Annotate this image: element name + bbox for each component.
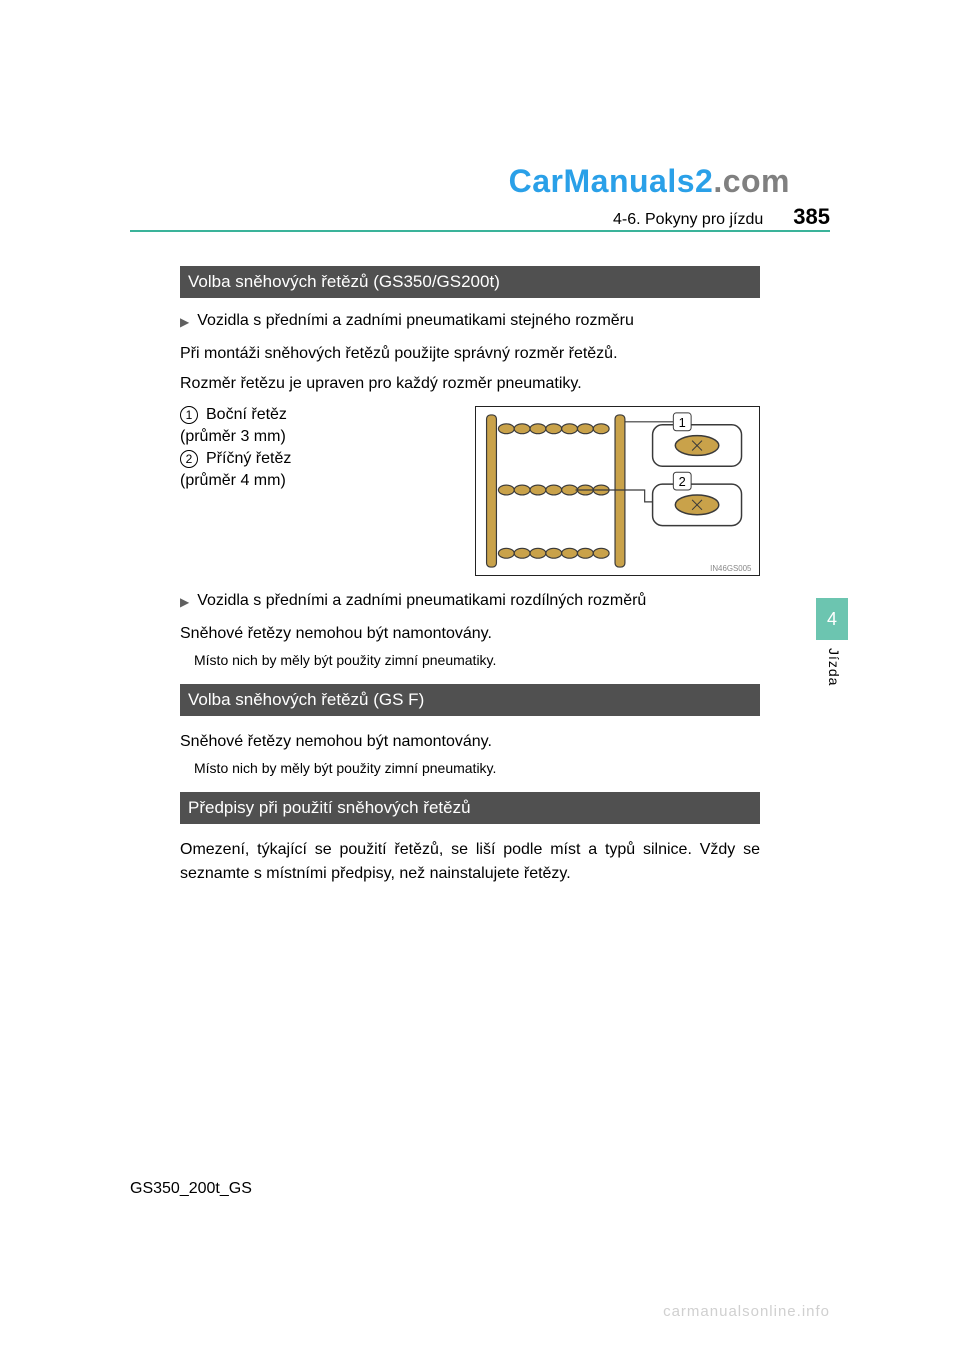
- chain-diagram: 1 2 IN46GS005: [475, 406, 760, 576]
- para-1: Při montáži sněhových řetězů použijte sp…: [180, 342, 760, 366]
- list-item-2-sub: (průměr 4 mm): [180, 472, 457, 490]
- page-header: 4-6. Pokyny pro jízdu 385: [180, 204, 830, 230]
- para-5: Omezení, týkající se použití řetězů, se …: [180, 838, 760, 886]
- bullet-1: ▶ Vozidla s předními a zadními pneumatik…: [180, 312, 760, 332]
- note-1: Místo nich by měly být použity zimní pne…: [194, 652, 760, 668]
- list-item-2: 2 Příčný řetěz: [180, 450, 457, 468]
- triangle-icon: ▶: [180, 592, 189, 612]
- watermark-part1: CarManuals2: [509, 163, 714, 199]
- para-3: Sněhové řetězy nemohou být namontovány.: [180, 622, 760, 646]
- para-2: Rozměr řetězu je upraven pro každý rozmě…: [180, 372, 760, 396]
- note-2: Místo nich by měly být použity zimní pne…: [194, 760, 760, 776]
- triangle-icon: ▶: [180, 312, 189, 332]
- bullet-1-text: Vozidla s předními a zadními pneumatikam…: [197, 312, 634, 330]
- section-label: 4-6. Pokyny pro jízdu: [613, 211, 763, 229]
- list-item-1: 1 Boční řetěz: [180, 406, 457, 424]
- circled-2-icon: 2: [180, 450, 198, 468]
- content-area: Volba sněhových řetězů (GS350/GS200t) ▶ …: [180, 250, 760, 892]
- watermark-top: CarManuals2.com: [509, 163, 790, 200]
- circled-1-icon: 1: [180, 406, 198, 424]
- list-item-2-label: Příčný řetěz: [206, 450, 291, 468]
- numbered-list: 1 Boční řetěz (průměr 3 mm) 2 Příčný řet…: [180, 406, 457, 576]
- bullet-2-text: Vozidla s předními a zadními pneumatikam…: [197, 592, 646, 610]
- diagram-code: IN46GS005: [710, 564, 752, 573]
- header-rule: [130, 230, 830, 232]
- section-title-1: Volba sněhových řetězů (GS350/GS200t): [180, 266, 760, 298]
- chapter-label: Jízda: [826, 648, 842, 686]
- chain-diagram-svg: 1 2 IN46GS005: [476, 407, 759, 575]
- list-item-1-label: Boční řetěz: [206, 406, 287, 424]
- bullet-2: ▶ Vozidla s předními a zadními pneumatik…: [180, 592, 760, 612]
- footer-model-code: GS350_200t_GS: [130, 1180, 252, 1198]
- list-item-1-sub: (průměr 3 mm): [180, 428, 457, 446]
- page-number: 385: [793, 204, 830, 230]
- watermark-part2: .com: [713, 163, 790, 199]
- section-title-2: Volba sněhových řetězů (GS F): [180, 684, 760, 716]
- manual-page: CarManuals2.com 4-6. Pokyny pro jízdu 38…: [0, 0, 960, 1358]
- two-column-block: 1 Boční řetěz (průměr 3 mm) 2 Příčný řet…: [180, 406, 760, 576]
- footer-watermark: carmanualsonline.info: [663, 1303, 830, 1320]
- chapter-number: 4: [827, 609, 837, 630]
- callout-2-label: 2: [679, 474, 686, 489]
- section-title-3: Předpisy při použití sněhových řetězů: [180, 792, 760, 824]
- chapter-tab: 4: [816, 598, 848, 640]
- para-4: Sněhové řetězy nemohou být namontovány.: [180, 730, 760, 754]
- callout-1-label: 1: [679, 415, 686, 430]
- chain-diagram-container: 1 2 IN46GS005: [475, 406, 760, 576]
